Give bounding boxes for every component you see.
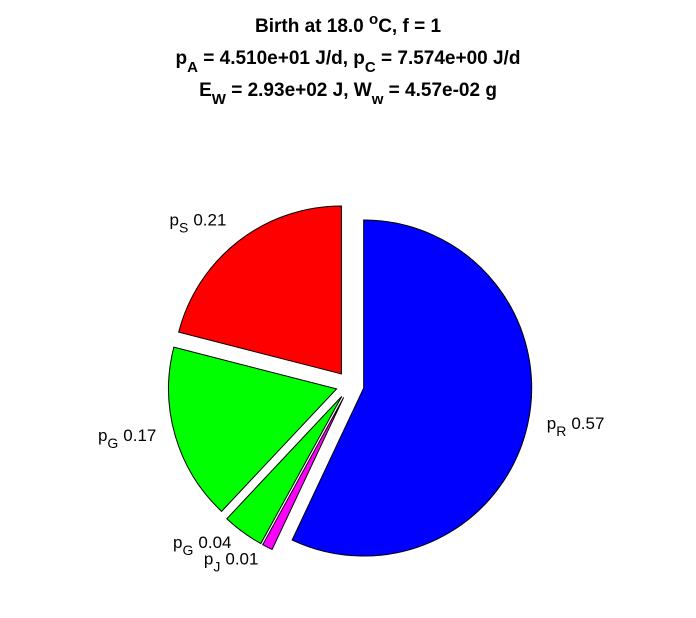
title-run: w	[371, 91, 384, 108]
label-name: p	[204, 550, 213, 569]
label-subscript: G	[107, 435, 118, 451]
slice-label: pG 0.17	[98, 426, 156, 451]
label-value: 0.21	[193, 211, 226, 230]
label-subscript: S	[179, 220, 188, 236]
pie-slice	[178, 205, 342, 375]
label-name: p	[98, 426, 107, 445]
slice-label: pG 0.04	[173, 533, 231, 558]
label-subscript: G	[183, 542, 194, 558]
label-name: p	[547, 414, 556, 433]
title-run: C	[365, 59, 376, 76]
title-run: Birth at 18.0	[255, 16, 369, 37]
title-run: W	[212, 91, 227, 108]
title-run: A	[187, 59, 198, 76]
slice-label: pJ 0.01	[204, 550, 259, 575]
chart-title: Birth at 18.0 oC, f = 1	[255, 11, 441, 37]
title-run: o	[369, 11, 378, 28]
chart-title: EW = 2.93e+02 J, Ww = 4.57e-02 g	[199, 80, 497, 108]
title-run: = 4.57e-02 g	[383, 80, 497, 101]
title-run: = 7.574e+00 J/d	[376, 48, 521, 69]
label-name: p	[170, 211, 179, 230]
label-value: 0.57	[571, 414, 604, 433]
label-value: 0.04	[198, 533, 231, 552]
title-run: = 4.510e+01 J/d, p	[198, 48, 365, 69]
title-run: E	[199, 80, 212, 101]
pie-slice	[168, 346, 338, 513]
label-subscript: R	[556, 423, 566, 439]
chart-title: pA = 4.510e+01 J/d, pC = 7.574e+00 J/d	[176, 48, 521, 76]
title-run: p	[176, 48, 188, 69]
title-run: C, f = 1	[378, 16, 441, 37]
title-run: = 2.93e+02 J, W	[226, 80, 372, 101]
slice-label: pR 0.57	[547, 414, 605, 439]
label-subscript: J	[213, 559, 220, 575]
label-value: 0.17	[123, 426, 156, 445]
label-name: p	[173, 533, 182, 552]
pie-slice	[226, 395, 343, 545]
slice-label: pS 0.21	[170, 211, 227, 236]
pie-slice	[291, 219, 533, 557]
pie-slice	[262, 397, 345, 551]
label-value: 0.01	[225, 550, 258, 569]
